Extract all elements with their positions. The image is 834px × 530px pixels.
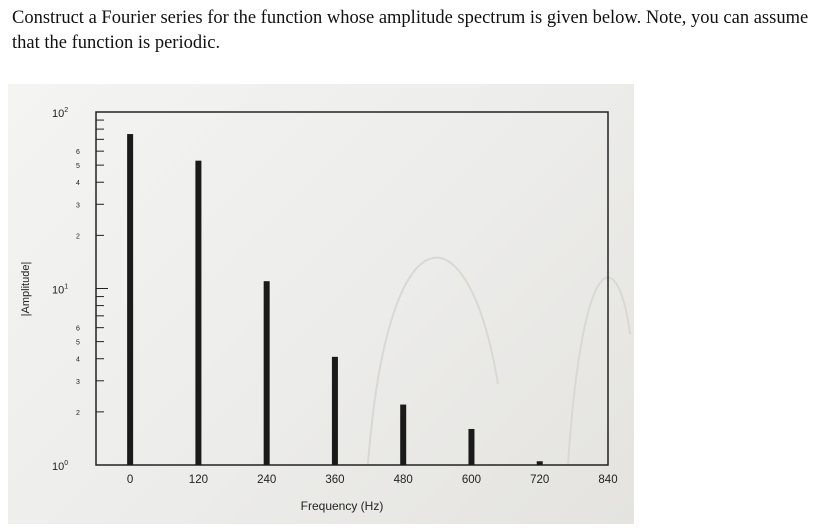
bar-720	[536, 461, 543, 465]
bleed-through-marks	[367, 256, 631, 465]
x-tick-label: 0	[127, 474, 133, 486]
plot-frame	[95, 111, 609, 466]
y-minor-tick-label: 3	[76, 379, 80, 386]
bar-360	[331, 356, 338, 465]
x-tick-label: 240	[257, 474, 276, 486]
y-minor-tick-label: 5	[76, 163, 80, 170]
bar-120	[195, 160, 202, 465]
y-minor-tick-label: 6	[76, 326, 80, 333]
y-minor-tick-label: 2	[76, 410, 80, 417]
y-minor-tick-label: 6	[76, 149, 80, 156]
x-tick-label: 120	[189, 474, 208, 486]
x-tick-label: 600	[462, 474, 481, 486]
bar-0	[127, 134, 134, 465]
y-tick-label: 102	[52, 107, 68, 120]
bar-240	[263, 281, 270, 465]
x-axis-label: Frequency (Hz)	[301, 499, 384, 513]
x-tick-label: 360	[325, 474, 344, 486]
x-tick-label: 480	[394, 474, 413, 486]
bar-600	[468, 428, 475, 465]
y-minor-tick-label: 2	[76, 233, 80, 240]
y-minor-tick-label: 4	[76, 180, 80, 187]
y-axis-label: |Amplitude|	[20, 262, 32, 317]
y-tick-label: 100	[52, 460, 68, 473]
y-minor-tick-label: 4	[76, 357, 80, 364]
y-minor-tick-label: 3	[76, 202, 80, 209]
y-tick-label: 101	[52, 284, 68, 297]
x-tick-label: 720	[530, 474, 549, 486]
x-tick-label: 840	[598, 474, 617, 486]
y-minor-tick-label: 5	[76, 340, 80, 347]
spectrum-photo: 2 3 4 5 6 2 3 4 5 6 100 101 102 0 120 240 360 480 600 720 84…	[8, 84, 634, 524]
amplitude-spectrum-chart: 2 3 4 5 6 2 3 4 5 6 100 101 102 0 120 240 360 480 600 720 84…	[20, 107, 631, 513]
bar-480	[400, 404, 407, 465]
question-text: Construct a Fourier series for the funct…	[12, 8, 809, 53]
